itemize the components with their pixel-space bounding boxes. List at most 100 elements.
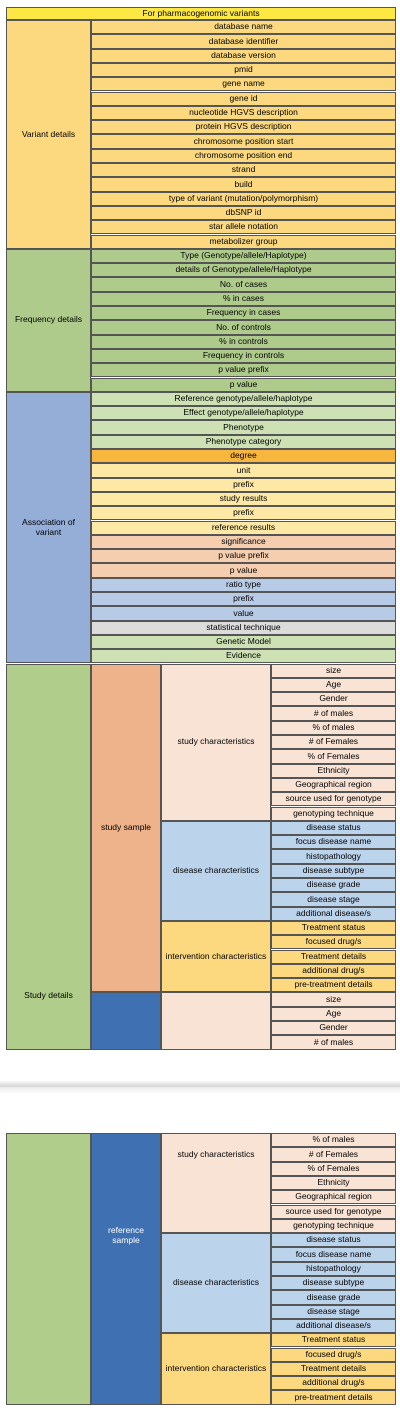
variant-field-cell: star allele notation: [91, 220, 396, 235]
association-field-cell: p value: [91, 563, 396, 578]
variant-field-cell: chromosome position end: [91, 148, 396, 163]
ref-disease-char-field-cell: additional disease/s: [271, 1318, 396, 1334]
study-char-field-cell: Ethnicity: [271, 763, 396, 778]
association-field-cell: p value prefix: [91, 549, 396, 564]
ref-study-char-field-cell: # of Females: [271, 1147, 396, 1162]
study-char-field-cell: Age: [271, 677, 396, 693]
variant-field-cell: gene id: [91, 91, 396, 106]
study-char-field-cell: Gender: [271, 692, 396, 707]
frequency-field-cell: Type (Genotype/allele/Haplotype): [91, 248, 396, 264]
ref-disease-char-field-cell: focus disease name: [271, 1247, 396, 1262]
ref-disease-char-field-cell: disease stage: [271, 1304, 396, 1319]
study-char-field-cell: % of Females: [271, 749, 396, 764]
ref-disease-characteristics-label: disease characteristics: [161, 1233, 271, 1334]
ref-intervention-char-field-cell: focused drug/s: [271, 1347, 396, 1362]
ref-intervention-characteristics-label: intervention characteristics: [161, 1333, 271, 1405]
ref-disease-char-field-cell: disease subtype: [271, 1276, 396, 1291]
frequency-field-cell: % in controls: [91, 334, 396, 349]
ref-disease-char-field-cell: disease grade: [271, 1290, 396, 1305]
association-field-cell: Phenotype category: [91, 434, 396, 449]
disease-char-field-cell: histopathology: [271, 849, 396, 864]
section-label-study-details: Study details: [6, 663, 91, 1050]
disease-characteristics-label: disease characteristics: [161, 820, 271, 921]
variant-field-cell: gene name: [91, 77, 396, 92]
association-field-cell: Reference genotype/allele/haplotype: [91, 391, 396, 407]
association-field-cell: degree: [91, 449, 396, 464]
variant-field-cell: nucleotide HGVS description: [91, 105, 396, 121]
intervention-char-field-cell: pre-treatment details: [271, 978, 396, 993]
frequency-field-cell: Frequency in cases: [91, 306, 396, 321]
frequency-field-cell: % in cases: [91, 291, 396, 306]
intervention-char-field-cell: focused drug/s: [271, 935, 396, 950]
association-field-cell: prefix: [91, 592, 396, 607]
frequency-field-cell: No. of cases: [91, 277, 396, 292]
intervention-char-field-cell: additional drug/s: [271, 963, 396, 979]
ref-study-char-field-cell: % of males: [271, 1133, 396, 1148]
study-char-field-cell: size: [271, 663, 396, 678]
study-char-field-cell: # of males: [271, 706, 396, 721]
frequency-field-cell: p value prefix: [91, 363, 396, 378]
variant-field-cell: dbSNP id: [91, 205, 396, 221]
variant-field-cell: database version: [91, 48, 396, 63]
reference-sample-label: reference sample: [91, 1133, 161, 1405]
association-field-cell: Effect genotype/allele/haplotype: [91, 406, 396, 421]
association-field-cell: reference results: [91, 520, 396, 535]
association-field-cell: prefix: [91, 506, 396, 521]
disease-char-field-cell: disease subtype: [271, 863, 396, 878]
reference-sample-cell-top: [91, 992, 161, 1050]
association-field-cell: statistical technique: [91, 620, 396, 635]
association-field-cell: significance: [91, 534, 396, 550]
frequency-field-cell: details of Genotype/allele/Haplotype: [91, 263, 396, 278]
association-field-cell: value: [91, 606, 396, 621]
study-char-field-cell: # of Females: [271, 735, 396, 750]
ref-study-char-field-cell: genotyping technique: [271, 1218, 396, 1234]
ref-study-char-field-cell: Ethnicity: [271, 1175, 396, 1191]
ref-study-char-field-cell: Gender: [271, 1021, 396, 1036]
ref-intervention-char-field-cell: pre-treatment details: [271, 1390, 396, 1405]
study-char-field-cell: Geographical region: [271, 777, 396, 793]
association-field-cell: Genetic Model: [91, 634, 396, 650]
disease-char-field-cell: disease grade: [271, 878, 396, 893]
ref-study-characteristics-cell-top: [161, 992, 271, 1050]
ref-study-char-field-cell: size: [271, 992, 396, 1007]
association-field-cell: Evidence: [91, 649, 396, 664]
intervention-characteristics-label: intervention characteristics: [161, 920, 271, 993]
variant-field-cell: build: [91, 177, 396, 192]
study-char-field-cell: genotyping technique: [271, 806, 396, 821]
ref-study-char-field-cell: source used for genotype: [271, 1204, 396, 1219]
variant-field-cell: database name: [91, 20, 396, 35]
ref-intervention-char-field-cell: Treatment status: [271, 1333, 396, 1348]
ref-study-char-field-cell: Geographical region: [271, 1190, 396, 1205]
frequency-field-cell: No. of controls: [91, 320, 396, 335]
variant-field-cell: strand: [91, 163, 396, 178]
section-label-frequency: Frequency details: [6, 248, 91, 392]
study-char-field-cell: source used for genotype: [271, 792, 396, 807]
frequency-field-cell: Frequency in controls: [91, 348, 396, 364]
variant-field-cell: type of variant (mutation/polymorphism): [91, 191, 396, 206]
association-field-cell: unit: [91, 463, 396, 478]
study-details-continuation-cell: [6, 1133, 91, 1405]
disease-char-field-cell: disease status: [271, 820, 396, 836]
association-field-cell: prefix: [91, 477, 396, 492]
variant-field-cell: database identifier: [91, 34, 396, 49]
sheet-header: For pharmacogenomic variants: [6, 7, 396, 20]
association-field-cell: ratio type: [91, 577, 396, 592]
ref-study-char-field-cell: # of males: [271, 1035, 396, 1050]
section-label-association: Association of variant: [6, 391, 91, 664]
ref-intervention-char-field-cell: Treatment details: [271, 1361, 396, 1377]
ref-intervention-char-field-cell: additional drug/s: [271, 1376, 396, 1391]
ref-study-characteristics-label: study characteristics: [161, 1133, 271, 1234]
variant-field-cell: pmid: [91, 62, 396, 78]
disease-char-field-cell: disease stage: [271, 892, 396, 907]
variant-field-cell: chromosome position start: [91, 134, 396, 149]
intervention-char-field-cell: Treatment details: [271, 949, 396, 964]
variant-field-cell: metabolizer group: [91, 234, 396, 249]
study-char-field-cell: % of males: [271, 720, 396, 735]
disease-char-field-cell: focus disease name: [271, 835, 396, 850]
ref-study-char-field-cell: % of Females: [271, 1161, 396, 1176]
study-sample-label: study sample: [91, 663, 161, 993]
ref-disease-char-field-cell: disease status: [271, 1233, 396, 1248]
association-field-cell: Phenotype: [91, 420, 396, 435]
association-field-cell: study results: [91, 491, 396, 507]
study-characteristics-label: study characteristics: [161, 663, 271, 821]
